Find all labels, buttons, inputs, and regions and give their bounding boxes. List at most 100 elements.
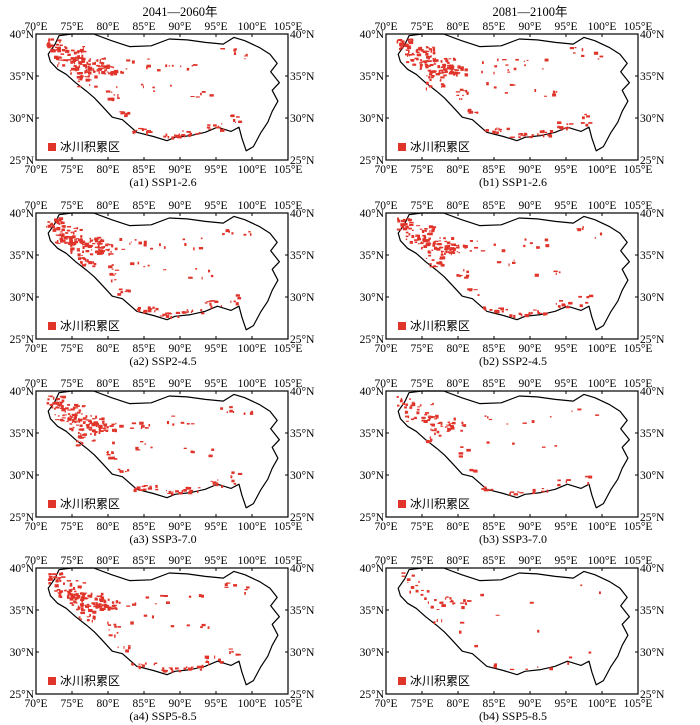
y-tick-label-left: 40°N — [10, 563, 35, 575]
accumulation-patch — [85, 250, 90, 253]
accumulation-patch — [114, 70, 118, 74]
accumulation-patch — [490, 488, 494, 491]
accumulation-patch — [427, 55, 431, 58]
accumulation-patch — [178, 669, 182, 673]
accumulation-patch — [102, 427, 106, 430]
accumulation-patch — [486, 82, 489, 86]
accumulation-patch — [419, 63, 423, 67]
accumulation-patch — [501, 249, 506, 253]
y-tick-label-left: 40°N — [10, 29, 35, 41]
accumulation-patch — [451, 600, 454, 603]
accumulation-patch — [532, 488, 536, 492]
accumulation-patch — [230, 475, 233, 479]
accumulation-patch — [165, 315, 170, 318]
accumulation-patch — [496, 127, 498, 131]
accumulation-patch — [400, 224, 406, 227]
accumulation-patch — [415, 49, 418, 53]
accumulation-patch — [151, 615, 154, 619]
accumulation-patch — [451, 248, 456, 250]
plateau-boundary — [397, 33, 630, 152]
accumulation-patch — [588, 294, 594, 298]
accumulation-patch — [85, 69, 88, 73]
accumulation-patch — [434, 70, 437, 73]
accumulation-patch — [432, 46, 436, 48]
accumulation-patch — [86, 61, 89, 64]
accumulation-patch — [399, 47, 402, 51]
accumulation-patch — [163, 595, 168, 597]
accumulation-patch — [528, 311, 531, 315]
accumulation-patch — [128, 646, 131, 650]
accumulation-patch — [136, 486, 141, 490]
accumulation-patch — [468, 288, 473, 291]
x-tick-label-bottom: 85°E — [132, 164, 155, 176]
x-tick-label-top: 100°E — [238, 200, 267, 212]
accumulation-patch — [446, 424, 451, 426]
accumulation-patch — [401, 575, 406, 577]
accumulation-patch — [94, 597, 98, 601]
accumulation-patch — [440, 83, 444, 86]
accumulation-patch — [93, 429, 96, 433]
accumulation-patch — [397, 217, 399, 220]
accumulation-patch — [439, 80, 441, 82]
accumulation-patch — [404, 406, 407, 409]
accumulation-patch — [565, 306, 570, 309]
accumulation-patch — [73, 600, 77, 604]
accumulation-patch — [106, 244, 109, 247]
accumulation-patch — [416, 225, 421, 227]
accumulation-patch — [84, 258, 87, 262]
x-tick-label-bottom: 105°E — [624, 164, 653, 176]
accumulation-patch — [509, 314, 513, 317]
accumulation-patch — [191, 423, 195, 425]
accumulation-patch — [512, 261, 516, 264]
accumulation-patch — [137, 309, 141, 312]
accumulation-patch — [67, 59, 72, 61]
accumulation-patch — [82, 593, 85, 596]
x-tick-label-bottom: 75°E — [60, 343, 83, 355]
accumulation-patch — [101, 251, 104, 255]
accumulation-patch — [233, 482, 237, 485]
y-tick-label-left: 35°N — [10, 250, 35, 262]
accumulation-patch — [449, 249, 452, 252]
accumulation-patch — [80, 260, 83, 264]
accumulation-patch — [434, 247, 439, 250]
accumulation-patch — [101, 64, 103, 67]
y-tick-label-left: 40°N — [360, 563, 385, 575]
y-tick-label-left: 40°N — [360, 29, 385, 41]
x-tick-label-top: 85°E — [482, 21, 505, 33]
accumulation-patch — [450, 253, 452, 256]
x-tick-label-bottom: 80°E — [446, 521, 469, 533]
accumulation-patch — [565, 127, 570, 129]
accumulation-patch — [47, 42, 51, 46]
accumulation-patch — [163, 246, 166, 249]
y-tick-label-left: 25°N — [10, 334, 35, 346]
x-tick-label-top: 95°E — [204, 200, 227, 212]
accumulation-patch — [231, 471, 235, 474]
accumulation-patch — [70, 416, 73, 419]
accumulation-patch — [140, 427, 143, 430]
accumulation-patch — [92, 68, 95, 71]
accumulation-patch — [201, 666, 204, 669]
accumulation-patch — [89, 433, 92, 435]
accumulation-patch — [482, 61, 484, 64]
accumulation-patch — [508, 263, 510, 267]
accumulation-patch — [484, 415, 487, 417]
accumulation-patch — [565, 480, 567, 484]
accumulation-patch — [407, 53, 410, 56]
accumulation-patch — [428, 232, 433, 236]
accumulation-patch — [188, 276, 193, 279]
accumulation-patch — [134, 487, 138, 491]
accumulation-patch — [112, 604, 116, 607]
accumulation-patch — [408, 49, 410, 53]
accumulation-patch — [549, 667, 553, 671]
accumulation-patch — [408, 233, 411, 236]
accumulation-patch — [135, 129, 138, 131]
accumulation-patch — [453, 57, 455, 61]
accumulation-patch — [67, 53, 71, 56]
accumulation-patch — [432, 226, 437, 229]
accumulation-patch — [405, 235, 409, 238]
accumulation-patch — [55, 228, 57, 230]
accumulation-patch — [88, 66, 93, 70]
accumulation-patch — [95, 424, 98, 428]
accumulation-patch — [111, 268, 114, 270]
legend-label: 冰川积累区 — [410, 674, 471, 688]
